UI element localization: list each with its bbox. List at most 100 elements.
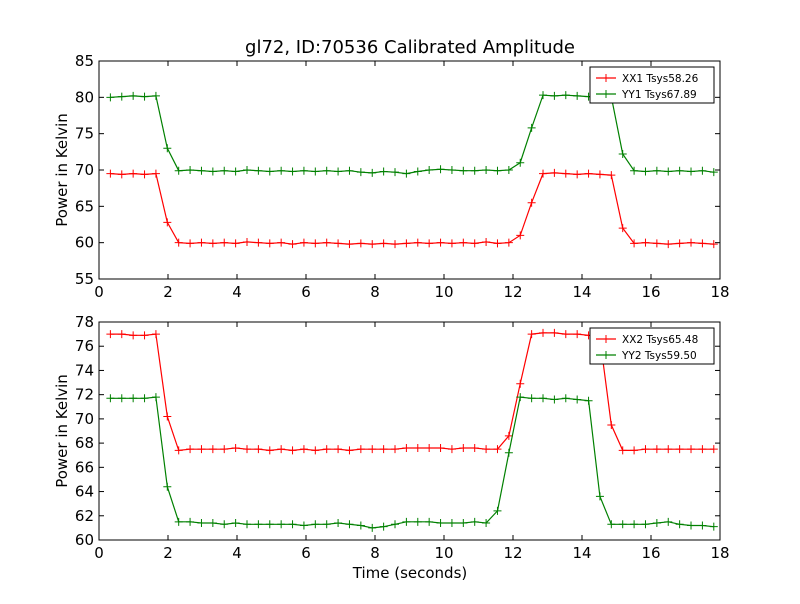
- data-point: [334, 239, 343, 248]
- data-point: [527, 330, 536, 339]
- data-point: [140, 394, 149, 403]
- data-point: [482, 166, 491, 174]
- data-point: [220, 238, 229, 247]
- data-point: [197, 238, 206, 247]
- data-point: [277, 445, 286, 454]
- x-tick-label: 8: [370, 544, 380, 562]
- data-point: [516, 158, 525, 167]
- x-tick-label: 12: [503, 544, 522, 562]
- y-axis-label: Power in Kelvin: [53, 113, 71, 227]
- x-tick-label: 10: [434, 544, 453, 562]
- data-point: [618, 150, 627, 159]
- data-point: [117, 330, 126, 339]
- data-point: [413, 517, 422, 526]
- data-point: [174, 446, 183, 455]
- data-point: [334, 445, 343, 454]
- data-point: [641, 445, 650, 454]
- data-point: [573, 395, 582, 404]
- data-point: [402, 239, 411, 248]
- data-point: [425, 239, 434, 248]
- data-point: [391, 445, 400, 454]
- data-point: [516, 393, 525, 402]
- data-point: [208, 519, 217, 528]
- data-point: [391, 168, 400, 177]
- data-point: [220, 520, 229, 529]
- data-point: [425, 166, 434, 174]
- data-point: [539, 328, 548, 337]
- data-point: [573, 170, 582, 179]
- data-point: [470, 517, 479, 526]
- legend-marker: [602, 351, 610, 359]
- data-point: [482, 519, 491, 528]
- data-point: [470, 166, 479, 175]
- data-point: [687, 445, 696, 454]
- data-point: [641, 167, 650, 176]
- data-point: [311, 520, 320, 529]
- data-point: [709, 522, 718, 531]
- data-point: [675, 445, 684, 454]
- x-tick-label: 16: [641, 544, 660, 562]
- figure-title: gl72, ID:70536 Calibrated Amplitude: [245, 37, 575, 58]
- data-point: [334, 167, 343, 176]
- x-tick-label: 4: [232, 544, 242, 562]
- data-point: [664, 167, 673, 176]
- x-tick-label: 0: [94, 544, 104, 562]
- data-point: [630, 520, 639, 529]
- data-point: [186, 517, 195, 526]
- data-point: [516, 379, 525, 388]
- data-point: [140, 92, 149, 101]
- data-point: [288, 167, 297, 176]
- data-point: [220, 445, 229, 454]
- data-point: [402, 443, 411, 452]
- data-point: [459, 238, 468, 247]
- x-tick-label: 18: [710, 283, 729, 301]
- x-tick-label: 8: [370, 283, 380, 301]
- data-point: [550, 328, 559, 337]
- data-point: [402, 517, 411, 526]
- data-point: [641, 520, 650, 529]
- data-point: [698, 521, 707, 530]
- data-point: [322, 520, 331, 529]
- data-point: [151, 330, 160, 339]
- data-point: [379, 445, 388, 454]
- data-point: [652, 519, 661, 528]
- data-point: [436, 165, 445, 174]
- data-point: [504, 448, 513, 457]
- data-point: [265, 446, 274, 455]
- data-point: [573, 330, 582, 339]
- data-point: [584, 169, 593, 178]
- data-point: [356, 521, 365, 530]
- data-point: [277, 166, 286, 175]
- data-point: [527, 198, 536, 207]
- axes-frame: [98, 321, 721, 541]
- y-tick-label: 65: [75, 197, 94, 215]
- data-point: [334, 519, 343, 528]
- data-point: [493, 166, 502, 175]
- data-point: [254, 238, 263, 247]
- data-point: [675, 239, 684, 248]
- data-point: [607, 171, 616, 180]
- data-point: [504, 238, 513, 247]
- x-tick-label: 2: [163, 283, 173, 301]
- data-point: [220, 166, 229, 175]
- data-point: [436, 519, 445, 528]
- data-point: [652, 239, 661, 248]
- data-point: [709, 240, 718, 249]
- data-point: [186, 445, 195, 454]
- data-point: [311, 446, 320, 455]
- y-tick-label: 64: [75, 483, 94, 501]
- data-point: [345, 240, 354, 249]
- data-point: [595, 170, 604, 179]
- data-point: [243, 166, 252, 174]
- data-point: [516, 231, 525, 240]
- x-tick-label: 6: [301, 283, 311, 301]
- data-point: [174, 166, 183, 175]
- data-point: [618, 446, 627, 455]
- data-point: [140, 170, 149, 179]
- data-point: [664, 517, 673, 526]
- y-tick-label: 68: [75, 434, 94, 452]
- data-point: [687, 238, 696, 247]
- y-tick-label: 72: [75, 386, 94, 404]
- legend-label: XX2 Tsys65.48: [622, 334, 698, 346]
